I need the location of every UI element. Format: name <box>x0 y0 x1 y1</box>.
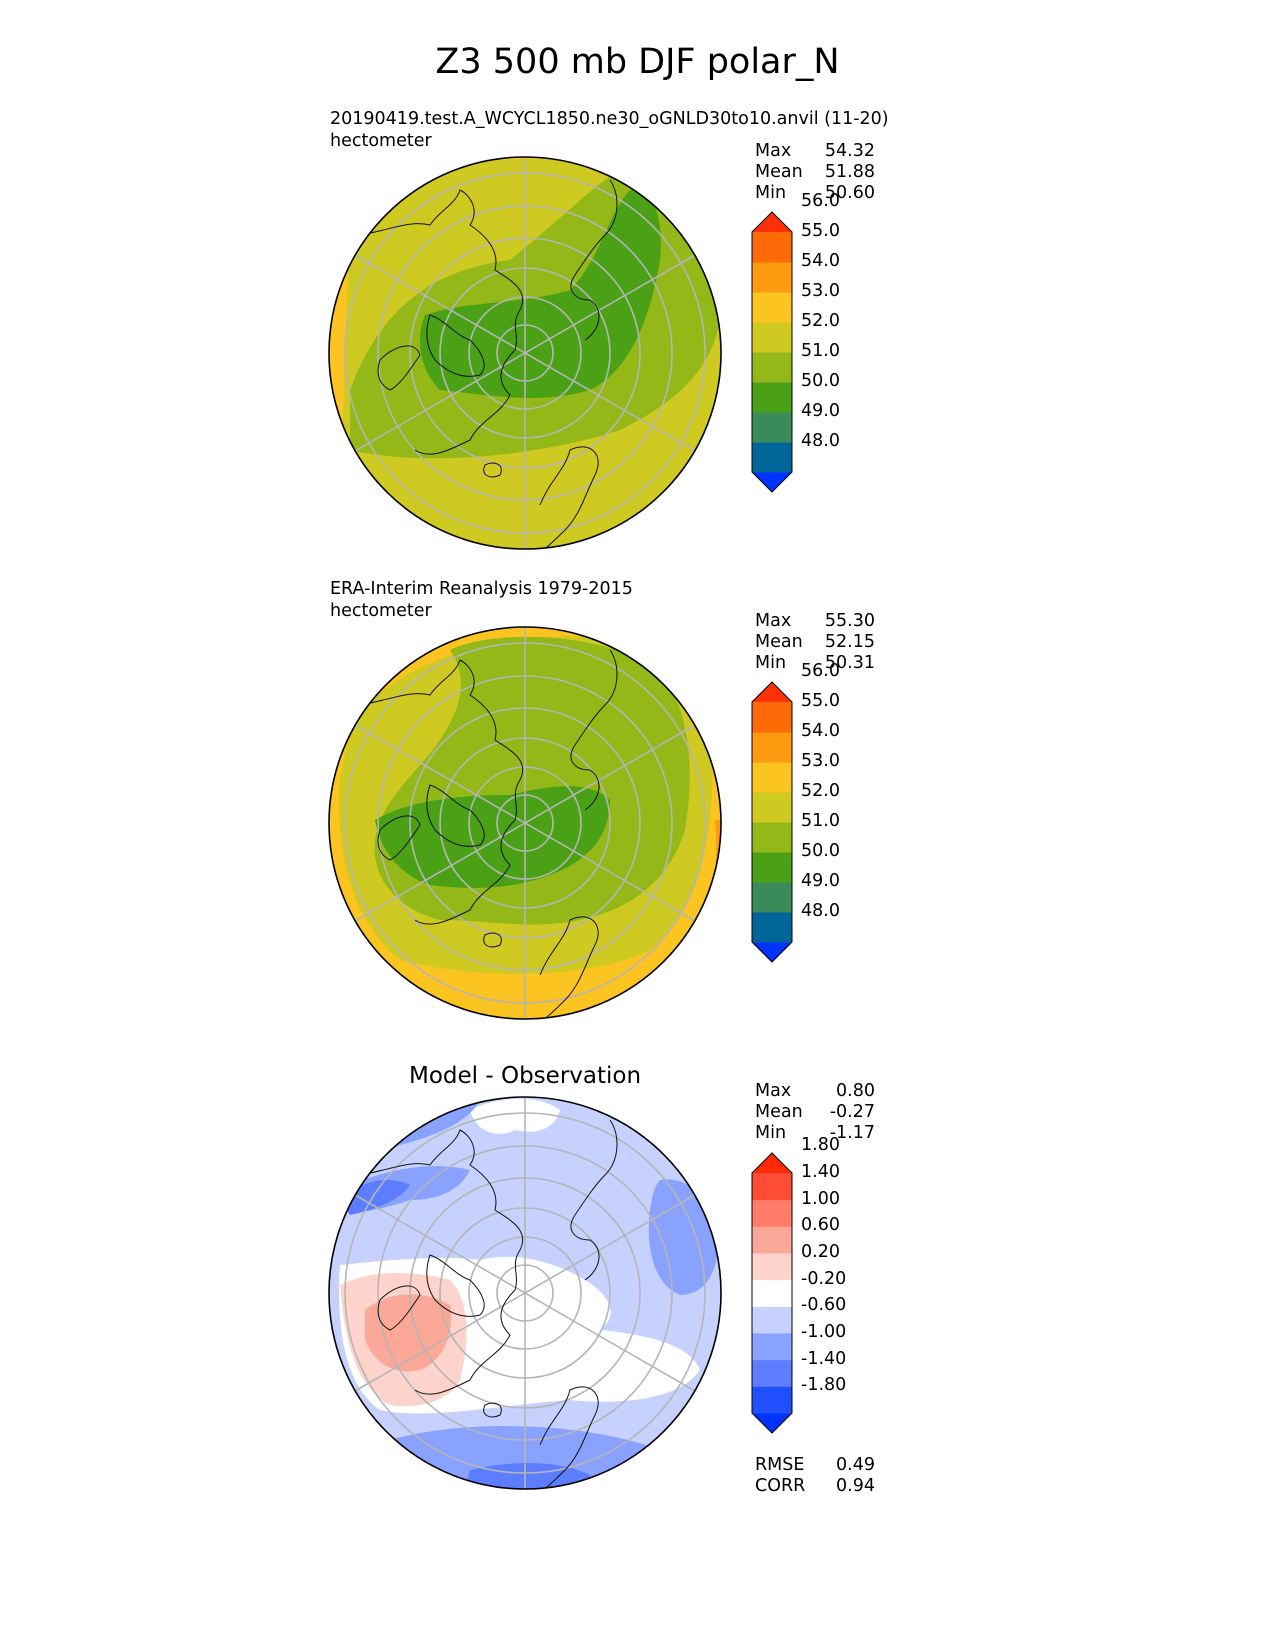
colorbar-tick-label: 0.60 <box>801 1215 840 1236</box>
panel1-units: hectometer <box>330 131 432 151</box>
panel3-max-label: Max <box>755 1081 792 1101</box>
panel1-mean-label: Mean <box>755 162 803 182</box>
panel2-min-label: Min <box>755 653 787 673</box>
panel2-colorbar <box>751 681 793 963</box>
colorbar-segment <box>752 1173 792 1201</box>
colorbar-segment <box>752 1359 792 1387</box>
colorbar-tick-label: 53.0 <box>801 751 840 771</box>
colorbar-segment <box>752 732 792 763</box>
colorbar-segment <box>752 352 792 383</box>
colorbar-tick-label: 53.0 <box>801 281 840 301</box>
panel2-max-label: Max <box>755 611 792 631</box>
colorbar-segment <box>752 702 792 733</box>
colorbar-segment <box>752 1333 792 1361</box>
colorbar-tick-label: -0.60 <box>801 1295 847 1316</box>
panel1-case-name: 20190419.test.A_WCYCL1850.ne30_oGNLD30to… <box>330 109 889 129</box>
colorbar-tick-label: 55.0 <box>801 691 840 711</box>
panel1-mean-value: 51.88 <box>824 162 875 182</box>
colorbar-segment <box>752 762 792 793</box>
colorbar-tick-label: 1.80 <box>801 1135 840 1156</box>
panel3-mean-label: Mean <box>755 1102 803 1122</box>
panel2-case-name: ERA-Interim Reanalysis 1979-2015 <box>330 579 633 599</box>
colorbar-tick-label: -1.00 <box>801 1322 847 1342</box>
colorbar-segment <box>752 442 792 473</box>
colorbar-tick-label: 48.0 <box>801 901 840 921</box>
colorbar-tick-label: 55.0 <box>801 221 840 241</box>
colorbar-tick-label: 54.0 <box>801 721 840 741</box>
colorbar-tick-label: 49.0 <box>801 871 840 891</box>
panel2-mean-value: 52.15 <box>824 632 875 652</box>
colorbar-outline <box>751 1152 793 1434</box>
colorbar-outline <box>751 211 793 493</box>
colorbar-tick-label: 56.0 <box>801 661 840 681</box>
panel1-polar-map <box>328 156 722 550</box>
colorbar-segment <box>752 1279 792 1307</box>
colorbar-tick-label: 51.0 <box>801 341 840 361</box>
panel3-max-value: 0.80 <box>836 1081 875 1101</box>
colorbar-tick-label: 50.0 <box>801 841 840 861</box>
colorbar-segment <box>752 792 792 823</box>
rmse-value: 0.49 <box>836 1455 875 1475</box>
colorbar-segment <box>752 1226 792 1254</box>
colorbar-segment <box>752 1199 792 1227</box>
colorbar-segment <box>752 1306 792 1334</box>
colorbar-tick-label: 52.0 <box>801 781 840 801</box>
figure-title: Z3 500 mb DJF polar_N <box>435 42 840 82</box>
colorbar-tick-label: 48.0 <box>801 431 840 451</box>
colorbar-outline <box>751 681 793 963</box>
panel2-max-value: 55.30 <box>824 611 875 631</box>
colorbar-tick-label: -1.40 <box>801 1348 847 1369</box>
colorbar-segment <box>752 912 792 943</box>
colorbar-tick-label: 50.0 <box>801 371 840 391</box>
colorbar-extend-min <box>752 1413 792 1433</box>
corr-label: CORR <box>755 1476 806 1496</box>
colorbar-tick-label: -1.80 <box>801 1375 847 1396</box>
colorbar-tick-label: 52.0 <box>801 311 840 331</box>
panel3-min-label: Min <box>755 1123 787 1143</box>
colorbar-tick-label: 54.0 <box>801 251 840 271</box>
panel1-colorbar <box>751 211 793 493</box>
colorbar-segment <box>752 262 792 293</box>
corr-value: 0.94 <box>836 1476 875 1496</box>
panel2-mean-label: Mean <box>755 632 803 652</box>
colorbar-segment <box>752 322 792 353</box>
colorbar-extend-max <box>752 1153 792 1173</box>
colorbar-segment <box>752 382 792 413</box>
panel3-min-value: -1.17 <box>829 1123 875 1143</box>
panel3-title: Model - Observation <box>409 1063 642 1089</box>
rmse-label: RMSE <box>755 1455 805 1475</box>
colorbar-extend-max <box>752 212 792 232</box>
panel1-min-value: 50.60 <box>824 183 875 203</box>
panel1-max-value: 54.32 <box>824 141 875 161</box>
colorbar-tick-label: 56.0 <box>801 191 840 211</box>
colorbar-segment <box>752 412 792 443</box>
colorbar-segment <box>752 822 792 853</box>
colorbar-extend-min <box>752 472 792 492</box>
colorbar-segment <box>752 882 792 913</box>
colorbar-tick-label: 1.40 <box>801 1162 840 1182</box>
colorbar-tick-label: 0.20 <box>801 1242 840 1262</box>
panel2-units: hectometer <box>330 601 432 621</box>
colorbar-segment <box>752 1253 792 1281</box>
panel3-polar-map <box>328 1096 722 1490</box>
colorbar-segment <box>752 292 792 323</box>
colorbar-tick-label: 49.0 <box>801 401 840 421</box>
colorbar-tick-label: -0.20 <box>801 1268 847 1289</box>
colorbar-tick-label: 51.0 <box>801 811 840 831</box>
panel1-min-label: Min <box>755 183 787 203</box>
colorbar-segment <box>752 852 792 883</box>
panel3-colorbar <box>751 1152 793 1434</box>
colorbar-extend-min <box>752 942 792 962</box>
colorbar-segment <box>752 1386 792 1414</box>
colorbar-extend-max <box>752 682 792 702</box>
colorbar-tick-label: 1.00 <box>801 1188 840 1209</box>
colorbar-segment <box>752 232 792 263</box>
panel2-polar-map <box>328 626 722 1020</box>
panel2-min-value: 50.31 <box>824 653 875 673</box>
panel1-max-label: Max <box>755 141 792 161</box>
panel3-mean-value: -0.27 <box>829 1102 875 1122</box>
